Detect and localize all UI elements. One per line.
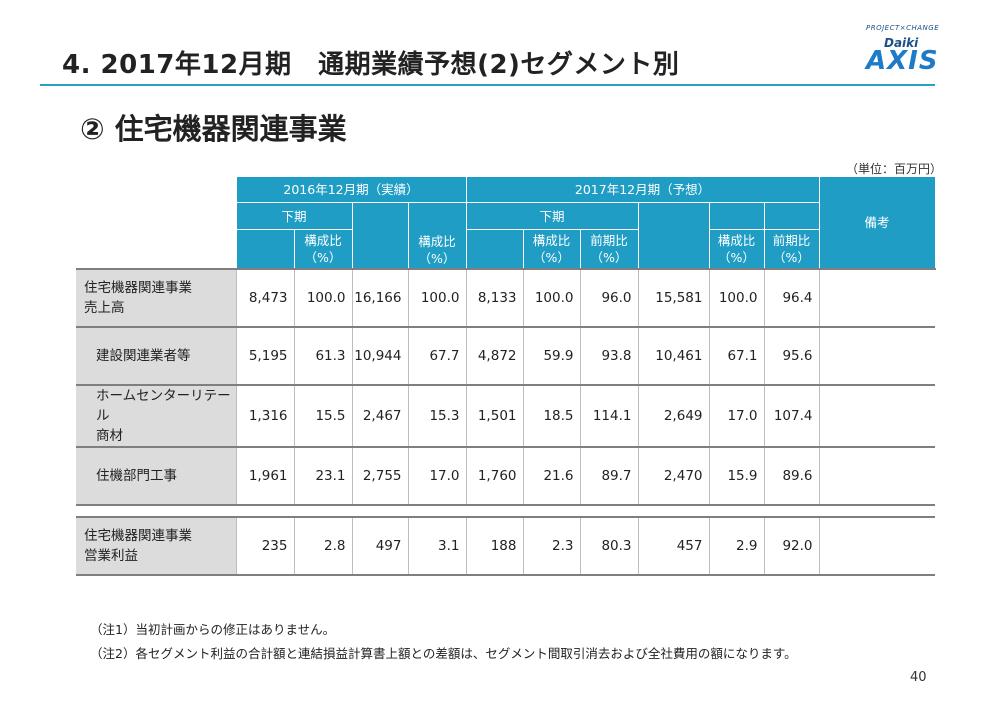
cell-remarks xyxy=(818,383,935,448)
logo-daiki: Daiki xyxy=(884,36,919,50)
cell-value: 1,316 xyxy=(235,383,295,448)
header-2016-second-half: 下期 xyxy=(235,202,353,230)
cell-value: 67.1 xyxy=(708,325,765,386)
cell-value: 8,133 xyxy=(465,267,524,328)
cell-value: 114.1 xyxy=(579,383,639,448)
cell-remarks xyxy=(818,515,935,576)
cell-value: 2.3 xyxy=(522,515,581,576)
cell-value: 10,461 xyxy=(637,325,710,386)
cell-value: 100.0 xyxy=(708,267,765,328)
segment-forecast-table: 2016年12月期（実績） 2017年12月期（予想） 備考 下期 構成比 （%… xyxy=(76,176,936,576)
cell-value: 457 xyxy=(637,515,710,576)
cell-value: 2.8 xyxy=(293,515,353,576)
row-label: 住宅機器関連事業 売上高 xyxy=(76,267,236,328)
cell-value: 235 xyxy=(235,515,295,576)
cell-value: 96.0 xyxy=(579,267,639,328)
header-2017-full-yoy: 前期比 （%） xyxy=(763,229,820,269)
cell-value: 15,581 xyxy=(637,267,710,328)
cell-value: 2,467 xyxy=(351,383,409,448)
cell-value: 59.9 xyxy=(522,325,581,386)
footnote-2: （注2）各セグメント利益の合計額と連結損益計算書上額との差額は、セグメント間取引… xyxy=(90,646,797,661)
header-2016-full-ratio: 構成比 （%） xyxy=(407,202,467,269)
header-remarks: 備考 xyxy=(818,176,936,269)
cell-value: 21.6 xyxy=(522,445,581,506)
cell-value: 15.5 xyxy=(293,383,353,448)
header-2016-h2-value xyxy=(235,229,295,269)
row-label: 建設関連業者等 xyxy=(76,325,236,386)
cell-value: 89.6 xyxy=(763,445,820,506)
cell-value: 2,470 xyxy=(637,445,710,506)
cell-value: 2.9 xyxy=(708,515,765,576)
title-rule xyxy=(40,84,935,86)
cell-value: 18.5 xyxy=(522,383,581,448)
header-2017-second-half: 下期 xyxy=(465,202,639,230)
table-row: ホームセンターリテール 商材 1,316 15.5 2,467 15.3 1,5… xyxy=(76,383,935,448)
section-subtitle: ② 住宅機器関連事業 xyxy=(80,112,347,146)
cell-value: 93.8 xyxy=(579,325,639,386)
cell-value: 67.7 xyxy=(407,325,467,386)
company-logo: PROJECT×CHANGE Daiki AXIS xyxy=(852,24,962,76)
cell-value: 16,166 xyxy=(351,267,409,328)
cell-value: 1,760 xyxy=(465,445,524,506)
header-2016-h2-ratio: 構成比 （%） xyxy=(293,229,353,269)
profit-row: 住宅機器関連事業 営業利益 235 2.8 497 3.1 188 2.3 80… xyxy=(76,515,935,576)
header-2017-h2-value xyxy=(465,229,524,269)
header-2017-full-ratio: 構成比 （%） xyxy=(708,229,765,269)
cell-value: 10,944 xyxy=(351,325,409,386)
cell-value: 15.9 xyxy=(708,445,765,506)
cell-remarks xyxy=(818,267,935,328)
cell-value: 107.4 xyxy=(763,383,820,448)
cell-remarks xyxy=(818,325,935,386)
cell-value: 89.7 xyxy=(579,445,639,506)
table-row: 建設関連業者等 5,195 61.3 10,944 67.7 4,872 59.… xyxy=(76,325,935,386)
cell-value: 4,872 xyxy=(465,325,524,386)
slide-title: 4. 2017年12月期 通期業績予想(2)セグメント別 xyxy=(62,50,680,80)
cell-value: 17.0 xyxy=(708,383,765,448)
cell-value: 3.1 xyxy=(407,515,467,576)
footnotes: （注1）当初計画からの修正はありません。 （注2）各セグメント利益の合計額と連結… xyxy=(90,618,797,666)
page-number: 40 xyxy=(910,670,927,685)
cell-value: 100.0 xyxy=(522,267,581,328)
cell-value: 80.3 xyxy=(579,515,639,576)
cell-remarks xyxy=(818,445,935,506)
table-row: 住宅機器関連事業 売上高 8,473 100.0 16,166 100.0 8,… xyxy=(76,267,935,328)
header-2016-actual: 2016年12月期（実績） xyxy=(235,176,467,203)
header-2017-full-blank-a xyxy=(708,202,765,230)
header-2017-h2-ratio: 構成比 （%） xyxy=(522,229,581,269)
cell-value: 5,195 xyxy=(235,325,295,386)
header-2017-h2-yoy: 前期比 （%） xyxy=(579,229,639,269)
cell-value: 8,473 xyxy=(235,267,295,328)
header-blank-cell xyxy=(76,176,236,269)
logo-axis: AXIS xyxy=(866,46,939,76)
cell-value: 100.0 xyxy=(407,267,467,328)
table-row: 住機部門工事 1,961 23.1 2,755 17.0 1,760 21.6 … xyxy=(76,445,935,506)
table-gap xyxy=(76,504,935,517)
cell-value: 96.4 xyxy=(763,267,820,328)
cell-value: 95.6 xyxy=(763,325,820,386)
header-2017-full-blank-b xyxy=(763,202,820,230)
cell-value: 17.0 xyxy=(407,445,467,506)
cell-value: 2,649 xyxy=(637,383,710,448)
cell-value: 100.0 xyxy=(293,267,353,328)
cell-value: 23.1 xyxy=(293,445,353,506)
row-label: 住宅機器関連事業 営業利益 xyxy=(76,515,236,576)
header-2017-forecast: 2017年12月期（予想） xyxy=(465,176,820,203)
header-2017-full-value xyxy=(637,202,710,269)
cell-value: 15.3 xyxy=(407,383,467,448)
cell-value: 497 xyxy=(351,515,409,576)
cell-value: 188 xyxy=(465,515,524,576)
header-2016-full-value xyxy=(351,202,409,269)
row-label: ホームセンターリテール 商材 xyxy=(76,383,236,448)
unit-label: （単位：百万円） xyxy=(846,162,943,176)
row-label: 住機部門工事 xyxy=(76,445,236,506)
cell-value: 2,755 xyxy=(351,445,409,506)
cell-value: 1,961 xyxy=(235,445,295,506)
footnote-1: （注1）当初計画からの修正はありません。 xyxy=(90,622,336,637)
logo-tagline: PROJECT×CHANGE xyxy=(866,24,940,32)
cell-value: 92.0 xyxy=(763,515,820,576)
cell-value: 61.3 xyxy=(293,325,353,386)
cell-value: 1,501 xyxy=(465,383,524,448)
